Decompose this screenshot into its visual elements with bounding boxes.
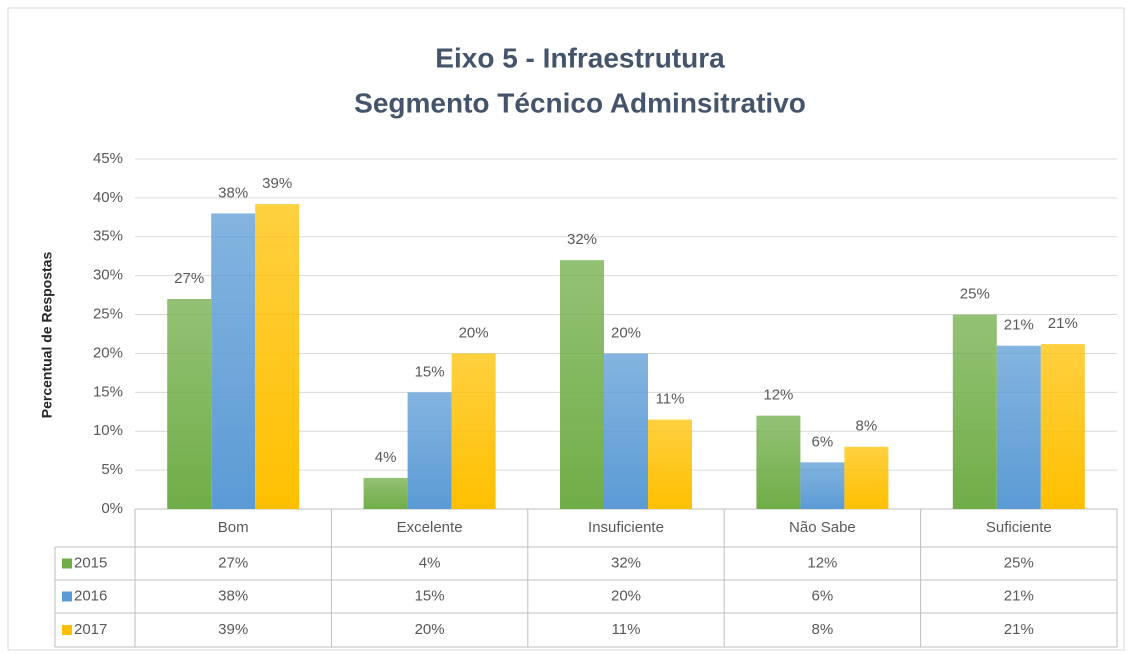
data-label: 25% (960, 286, 990, 303)
table-cell: 21% (1004, 621, 1034, 638)
table-cell: 15% (415, 587, 445, 604)
table-cell: 38% (218, 587, 248, 604)
x-tick-label: Suficiente (986, 519, 1052, 536)
y-tick-label: 15% (93, 383, 123, 400)
bar (407, 392, 452, 509)
table-cell: 8% (812, 621, 834, 638)
data-label: 15% (415, 363, 445, 380)
bar (1040, 344, 1085, 509)
table-cell: 4% (419, 554, 441, 571)
y-tick-label: 0% (101, 500, 123, 517)
legend-label: 2016 (74, 587, 107, 604)
table-cell: 6% (812, 587, 834, 604)
y-tick-label: 35% (93, 228, 123, 245)
data-label: 12% (763, 387, 793, 404)
bar (844, 446, 889, 509)
bar (604, 353, 648, 509)
y-tick-label: 45% (93, 150, 123, 167)
table-cell: 25% (1004, 554, 1034, 571)
data-label: 6% (812, 433, 834, 450)
bar (756, 415, 801, 509)
legend-swatch (62, 591, 72, 602)
data-label: 21% (1048, 315, 1078, 332)
bar (363, 477, 408, 509)
bar (800, 462, 845, 509)
y-tick-label: 30% (93, 267, 123, 284)
legend-label: 2015 (74, 554, 107, 571)
table-cell: 39% (218, 621, 248, 638)
data-label: 11% (656, 391, 685, 408)
data-label: 8% (856, 418, 878, 435)
x-tick-label: Não Sabe (789, 519, 856, 536)
legend-swatch (62, 558, 72, 569)
legend-label: 2017 (74, 621, 107, 638)
y-tick-label: 5% (101, 461, 123, 478)
data-label: 20% (459, 324, 489, 341)
data-label: 21% (1004, 317, 1034, 334)
bar (560, 260, 604, 509)
data-label: 38% (218, 184, 248, 201)
y-tick-label: 25% (93, 306, 123, 323)
chart-subtitle: Segmento Técnico Adminsitrativo (354, 87, 806, 118)
bar (648, 419, 692, 509)
y-tick-label: 40% (93, 189, 123, 206)
data-label: 20% (611, 324, 641, 341)
data-label: 27% (174, 270, 204, 287)
bar (211, 213, 256, 509)
y-tick-label: 20% (93, 344, 123, 361)
bar (255, 204, 300, 509)
table-cell: 32% (611, 554, 641, 571)
bar (167, 299, 212, 509)
chart-title: Eixo 5 - Infraestrutura (435, 42, 725, 73)
bar (952, 314, 997, 509)
data-label: 32% (567, 231, 597, 248)
bar (451, 353, 496, 509)
x-tick-label: Excelente (397, 519, 463, 536)
x-tick-label: Insuficiente (588, 519, 664, 536)
data-label: 4% (375, 449, 397, 466)
table-cell: 27% (218, 554, 248, 571)
table-cell: 11% (612, 621, 641, 638)
x-tick-label: Bom (218, 519, 249, 536)
table-cell: 12% (807, 554, 837, 571)
y-tick-label: 10% (93, 422, 123, 439)
table-cell: 21% (1004, 587, 1034, 604)
bar (996, 345, 1041, 509)
legend-swatch (62, 625, 72, 635)
table-cell: 20% (415, 621, 445, 638)
y-axis-label: Percentual de Respostas (39, 252, 55, 419)
table-cell: 20% (611, 587, 641, 604)
data-label: 39% (262, 175, 292, 192)
